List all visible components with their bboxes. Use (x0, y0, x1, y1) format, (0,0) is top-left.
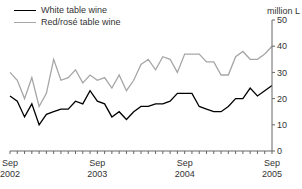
svg-text:Sep2005: Sep2005 (262, 158, 282, 179)
html-text:White table wine: White table wine (41, 5, 107, 15)
html-text:Red/rosé table wine: Red/rosé table wine (41, 17, 121, 27)
svg-text:0: 0 (277, 146, 282, 156)
svg-text:20: 20 (277, 94, 287, 104)
svg-text:Sep2004: Sep2004 (175, 158, 195, 179)
svg-text:10: 10 (277, 120, 287, 130)
svg-text:50: 50 (277, 15, 287, 25)
html-text:million L: million L (267, 6, 300, 16)
svg-text:30: 30 (277, 68, 287, 78)
svg-text:Sep2002: Sep2002 (8, 158, 20, 179)
svg-text:40: 40 (277, 41, 287, 51)
svg-text:Sep2003: Sep2003 (87, 158, 107, 179)
